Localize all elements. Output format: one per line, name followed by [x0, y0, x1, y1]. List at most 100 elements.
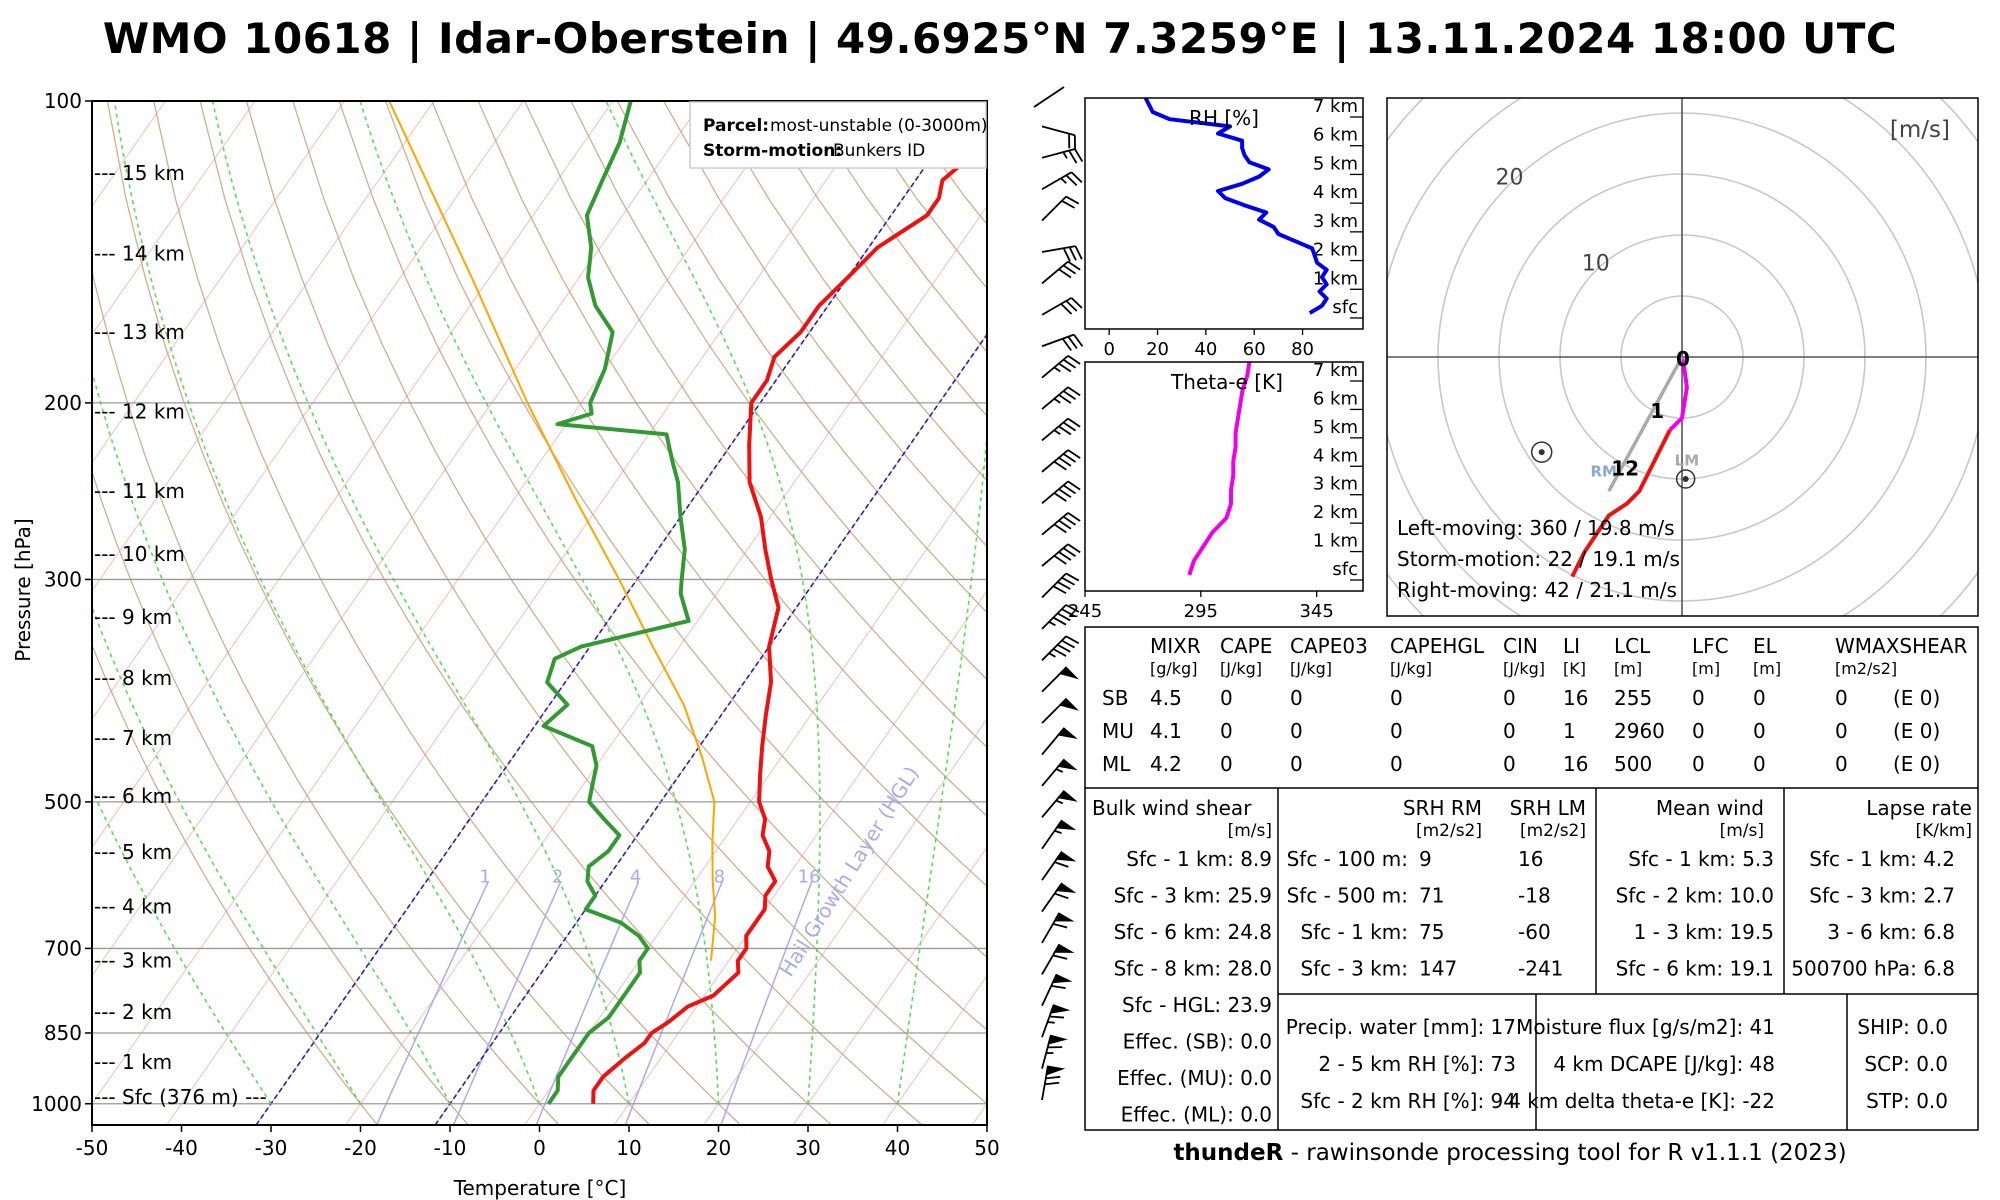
barb-pennant [1058, 697, 1079, 711]
level-label: 5 km [1313, 153, 1358, 174]
dry-adiabat [570, 101, 987, 681]
isotherm-line [92, 101, 524, 721]
barb-flag [1068, 150, 1078, 164]
wind-barb [1041, 386, 1081, 410]
wind-barb [1041, 727, 1078, 756]
barb-half-flag [1055, 799, 1064, 805]
barb-flag [1067, 417, 1081, 428]
srh-row-label: Sfc - 1 km: [1300, 920, 1408, 944]
srh-lm-value: -241 [1518, 957, 1563, 981]
barb-flag [1058, 268, 1072, 279]
parcel-trace [388, 101, 717, 961]
shear-title: Bulk wind shear [1092, 796, 1252, 820]
hgl-line [434, 333, 987, 1125]
level-label: 7 km [1313, 360, 1358, 381]
barb-flag [1061, 639, 1075, 649]
dry-adiabat [663, 101, 987, 548]
barb-flag [1067, 480, 1081, 491]
legend-parcel-key: Parcel: [703, 116, 769, 136]
pressure-tick-label: 200 [44, 391, 82, 415]
barb-flag [1054, 892, 1069, 900]
barb-half-flag [1047, 1021, 1055, 1024]
dry-adiabat [292, 101, 987, 1105]
barb-pennant [1058, 666, 1079, 680]
barb-pennant [1049, 1004, 1071, 1014]
theta-title: Theta-e [K] [1170, 370, 1283, 394]
level-label: 6 km [1313, 125, 1358, 146]
table-unit: [J/kg] [1390, 659, 1432, 678]
shear-row: Effec. (MU): 0.0 [1117, 1066, 1272, 1090]
table-cell: 0 [1503, 719, 1516, 743]
barb-flag [1061, 608, 1075, 617]
barb-half-flag [1054, 829, 1062, 834]
table-cell: 0 [1503, 752, 1516, 776]
footer: thundeR - rawinsonde processing tool for… [1080, 1140, 1940, 1166]
level-label: 3 km [1313, 211, 1358, 232]
lapse-row: Sfc - 3 km: 2.7 [1809, 884, 1955, 908]
moist-adiabat [359, 101, 720, 1104]
table-unit: [K] [1563, 659, 1586, 678]
dry-adiabat [92, 643, 379, 1125]
wind-barb [1041, 480, 1081, 504]
barb-flag [1068, 246, 1077, 261]
table-unit: [m] [1692, 659, 1720, 678]
srh-lm-title: SRH LM [1510, 796, 1586, 820]
dry-adiabat [199, 101, 832, 1125]
temp-tick-label: 40 [885, 1136, 910, 1160]
barb-flag [1073, 334, 1084, 347]
srh-lm-value: -18 [1518, 884, 1551, 908]
hodograph-frame [1386, 97, 1979, 617]
table-cell: (E 0) [1893, 719, 1940, 743]
barb-flag [1053, 555, 1067, 565]
barb-pennant [1057, 758, 1078, 771]
hodograph-ring [1387, 98, 1978, 616]
srh-row-label: Sfc - 500 m: [1287, 884, 1408, 908]
wind-barb [1041, 125, 1076, 150]
table-cell: 0 [1692, 686, 1705, 710]
table-unit: [m2/s2] [1835, 659, 1897, 678]
table-cell: 4.1 [1150, 719, 1182, 743]
barb-flag [1067, 512, 1081, 522]
table-borders [1084, 626, 1979, 1131]
x-tick-label: 40 [1194, 339, 1217, 360]
table-cell: 0 [1290, 719, 1303, 743]
barb-flag [1058, 394, 1072, 404]
isotherm-line [92, 101, 435, 592]
table-cell: 0 [1390, 719, 1403, 743]
height-label-1: 1 [1650, 399, 1664, 423]
barb-flag [1067, 336, 1078, 349]
moist-adiabat [92, 788, 272, 1105]
lapse-row: 500700 hPa: 6.8 [1791, 957, 1955, 981]
height-label: --- 14 km [94, 242, 185, 266]
temp-tick-label: 50 [974, 1136, 999, 1160]
wind-barb [1041, 171, 1083, 190]
temp-tick-label: 30 [795, 1136, 820, 1160]
barb-half-flag [1048, 652, 1056, 658]
table-header: LI [1563, 634, 1580, 658]
dry-adiabat [338, 101, 987, 1031]
barb-flag [1057, 643, 1071, 653]
temp-tick-label: -50 [76, 1136, 109, 1160]
table-cell: 0 [1692, 719, 1705, 743]
wind-barb [1041, 882, 1077, 913]
barb-flag [1058, 551, 1072, 561]
srh-lm-value: 16 [1518, 847, 1543, 871]
barb-half-flag [1053, 366, 1061, 373]
pressure-tick-label: 500 [44, 790, 82, 814]
pressure-tick-label: 700 [44, 936, 82, 960]
rm-label: RM [1591, 463, 1617, 481]
wind-barb [1041, 1065, 1066, 1101]
table-cell: 0 [1503, 686, 1516, 710]
ring-label: 10 [1582, 252, 1610, 277]
barb-flag [1054, 861, 1069, 868]
table-cell: 0 [1835, 752, 1848, 776]
barb-pennant [1055, 819, 1077, 831]
shear-row: Sfc - 6 km: 24.8 [1114, 920, 1272, 944]
barb-flag [1044, 1081, 1060, 1086]
hodograph-unit: [m/s] [1890, 117, 1950, 143]
table-header: EL [1753, 634, 1778, 658]
mixing-ratio-label: 1 [479, 866, 490, 887]
isotherm-line [345, 205, 987, 1125]
height-label: --- 11 km [94, 479, 185, 503]
